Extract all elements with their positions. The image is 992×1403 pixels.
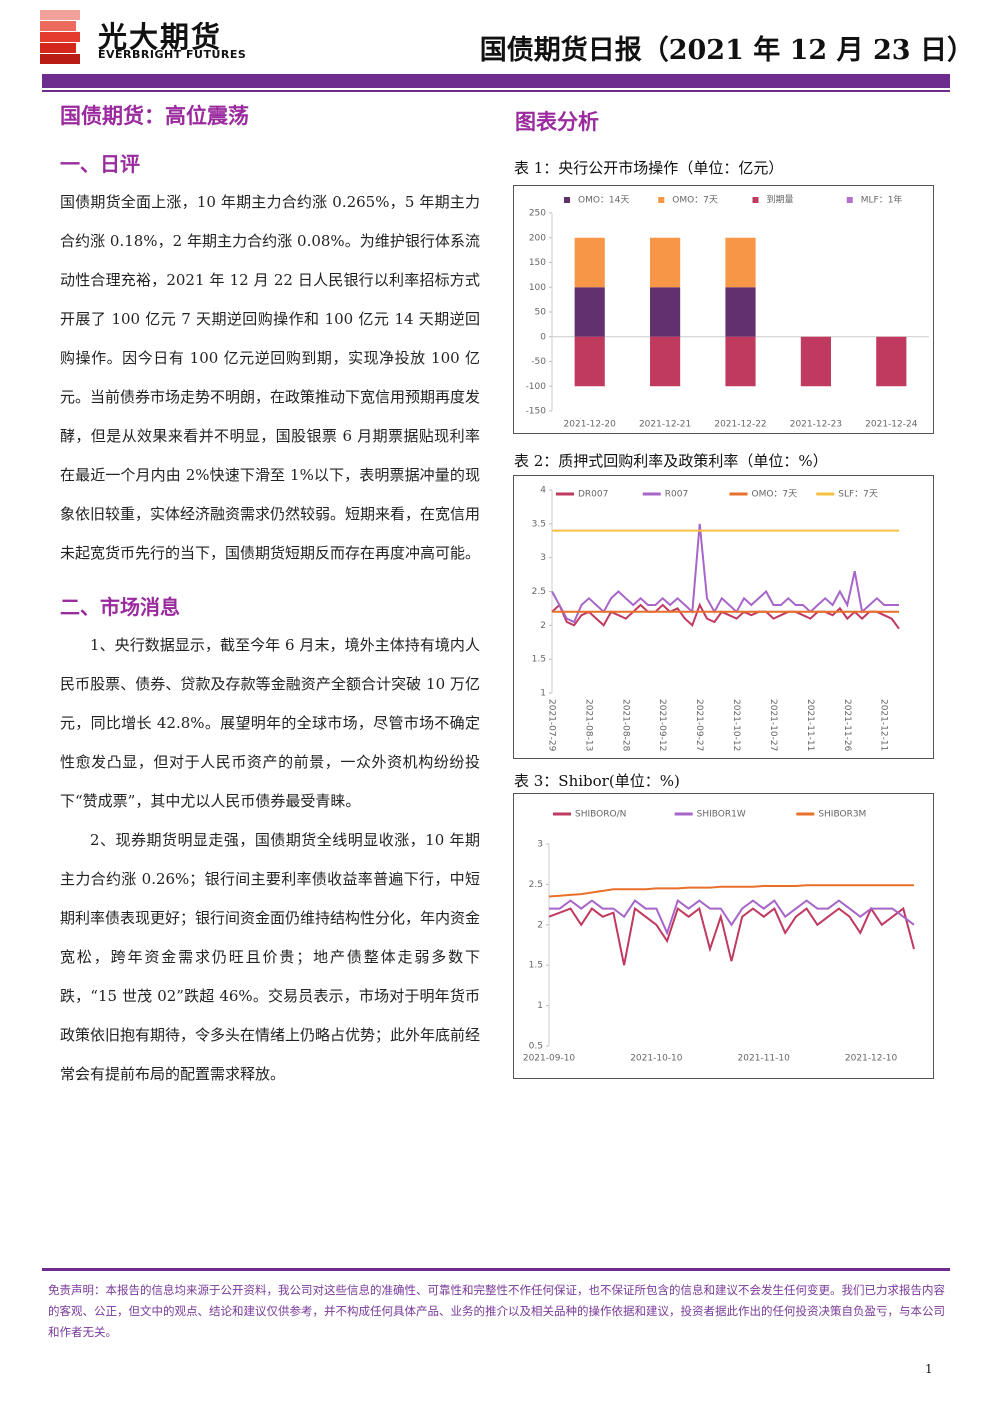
bar	[574, 237, 605, 288]
chart: 1 1.5 2 2.5 3 3.5 4 DR007 R007 OMO：7天 SLF：7天 2021-0…	[513, 475, 934, 759]
logo-subtext: EVERBRIGHT FUTURES	[98, 48, 247, 61]
chart: 0.5 1 1.5 2 2.5 3 SHIBORO/N SHIBOR1W SHIBOR3M 202…	[513, 793, 934, 1079]
y-tick-label: 2	[537, 920, 543, 930]
y-tick-label: 250	[529, 209, 546, 219]
page-number: 1	[925, 1362, 933, 1376]
paragraph: 1、央行数据显示，截至今年 6 月末，境外主体持有境内人民币股票、债券、贷款及存…	[60, 636, 480, 810]
y-tick-label: 3	[540, 553, 546, 563]
bar	[800, 336, 831, 387]
legend-label: OMO：14天	[578, 196, 629, 206]
footer-rule	[42, 1268, 950, 1271]
legend-label: OMO：7天	[752, 490, 798, 500]
paragraph: 国债期货全面上涨，10 年期主力合约涨 0.265%，5 年期主力合约涨 0.1…	[60, 193, 481, 562]
section-heading: 一、日评	[60, 152, 140, 176]
legend-swatch	[658, 197, 665, 203]
legend-label: SLF：7天	[838, 490, 878, 500]
y-tick-label: 1.5	[532, 655, 546, 665]
line	[549, 898, 915, 936]
bar	[876, 336, 907, 387]
x-tick-label: 2021-11-11	[805, 699, 815, 751]
x-tick-label: 2021-12-11	[879, 699, 889, 751]
chart: -150 -100 -50 0 50 100 150 200 250 OMO：14天 OMO：7天 到…	[513, 185, 934, 434]
y-tick-label: 100	[529, 283, 546, 293]
y-tick-label: 1	[537, 1001, 543, 1011]
legend-label: SHIBORO/N	[575, 810, 626, 820]
x-tick-label: 2021-10-12	[731, 699, 741, 751]
legend-swatch	[846, 197, 853, 203]
chart-title: 表 3：Shibor(单位：%)	[514, 772, 680, 790]
x-tick-label: 2021-08-13	[583, 699, 593, 751]
x-tick-label: 2021-11-10	[738, 1054, 791, 1064]
y-tick-label: 200	[529, 233, 546, 243]
disclaimer: 免责声明：本报告的信息均来源于公开资料，我公司对这些信息的准确性、可靠性和完整性…	[48, 1283, 945, 1339]
header-bar	[42, 74, 950, 88]
left-column: 国债期货：高位震荡 一、日评 国债期货全面上涨，10 年期主力合约涨 0.265…	[60, 100, 480, 1094]
y-tick-label: 1.5	[529, 961, 543, 971]
legend-label: MLF：1年	[861, 194, 903, 206]
y-tick-label: 1	[540, 689, 546, 699]
y-tick-label: 150	[529, 258, 546, 268]
line	[548, 906, 915, 966]
bar	[650, 287, 681, 337]
y-tick-label: 2	[540, 621, 546, 631]
y-tick-label: 3	[537, 840, 543, 850]
x-tick-label: 2021-12-23	[790, 420, 842, 430]
bar	[574, 287, 605, 337]
legend-label: R007	[665, 490, 688, 500]
report-title: 国债期货日报（2021 年 12 月 23 日）	[479, 35, 974, 66]
y-tick-label: 2.5	[532, 587, 546, 597]
chart-heading: 图表分析	[515, 109, 599, 134]
y-tick-label: -150	[526, 407, 547, 417]
headline: 国债期货：高位震荡	[60, 103, 249, 128]
x-tick-label: 2021-10-10	[630, 1054, 683, 1064]
legend-label: OMO：7天	[672, 196, 718, 206]
x-tick-label: 2021-11-26	[842, 699, 852, 752]
y-tick-label: 50	[535, 308, 547, 318]
bar	[650, 336, 681, 387]
y-tick-label: 0.5	[529, 1042, 543, 1052]
x-tick-label: 2021-12-10	[845, 1054, 898, 1064]
legend-label: SHIBOR3M	[818, 810, 866, 820]
y-tick-label: -50	[531, 357, 546, 367]
x-tick-label: 2021-08-28	[620, 699, 630, 752]
legend-swatch	[564, 197, 570, 203]
legend-label: DR007	[578, 490, 608, 500]
x-tick-label: 2021-07-29	[547, 699, 557, 752]
x-tick-label: 2021-12-24	[865, 420, 918, 430]
legend-label: 到期量	[767, 194, 794, 206]
line	[548, 884, 914, 898]
y-tick-label: 4	[540, 486, 546, 496]
logo-icon	[40, 10, 80, 64]
line	[551, 523, 899, 624]
legend-label: SHIBOR1W	[697, 810, 746, 820]
legend-swatch	[752, 197, 759, 203]
paragraph: 2、现券期货明显走强，国债期货全线明显收涨，10 年期主力合约涨 0.26%；银…	[60, 831, 481, 1083]
chart-title: 表 1：央行公开市场操作（单位：亿元）	[514, 159, 784, 177]
bar	[574, 336, 605, 387]
x-tick-label: 2021-09-27	[694, 699, 704, 751]
header-rule	[42, 90, 950, 92]
x-tick-label: 2021-12-20	[564, 420, 617, 430]
chart-title: 表 2：质押式回购利率及政策利率（单位：%）	[514, 452, 828, 470]
line	[551, 602, 900, 630]
x-tick-label: 2021-09-10	[523, 1054, 576, 1064]
bar	[725, 237, 756, 288]
y-tick-label: -100	[526, 382, 547, 392]
x-tick-label: 2021-10-27	[768, 699, 778, 751]
logo-text: 光大期货	[98, 20, 223, 54]
bar	[650, 237, 681, 288]
y-tick-label: 2.5	[529, 880, 543, 890]
bar	[725, 287, 756, 337]
x-tick-label: 2021-12-22	[714, 420, 766, 430]
x-tick-label: 2021-09-12	[657, 699, 667, 751]
y-tick-label: 3.5	[532, 519, 546, 529]
y-tick-label: 0	[540, 332, 546, 342]
bar	[725, 336, 756, 387]
section-heading: 二、市场消息	[60, 595, 180, 619]
x-tick-label: 2021-12-21	[639, 420, 691, 430]
